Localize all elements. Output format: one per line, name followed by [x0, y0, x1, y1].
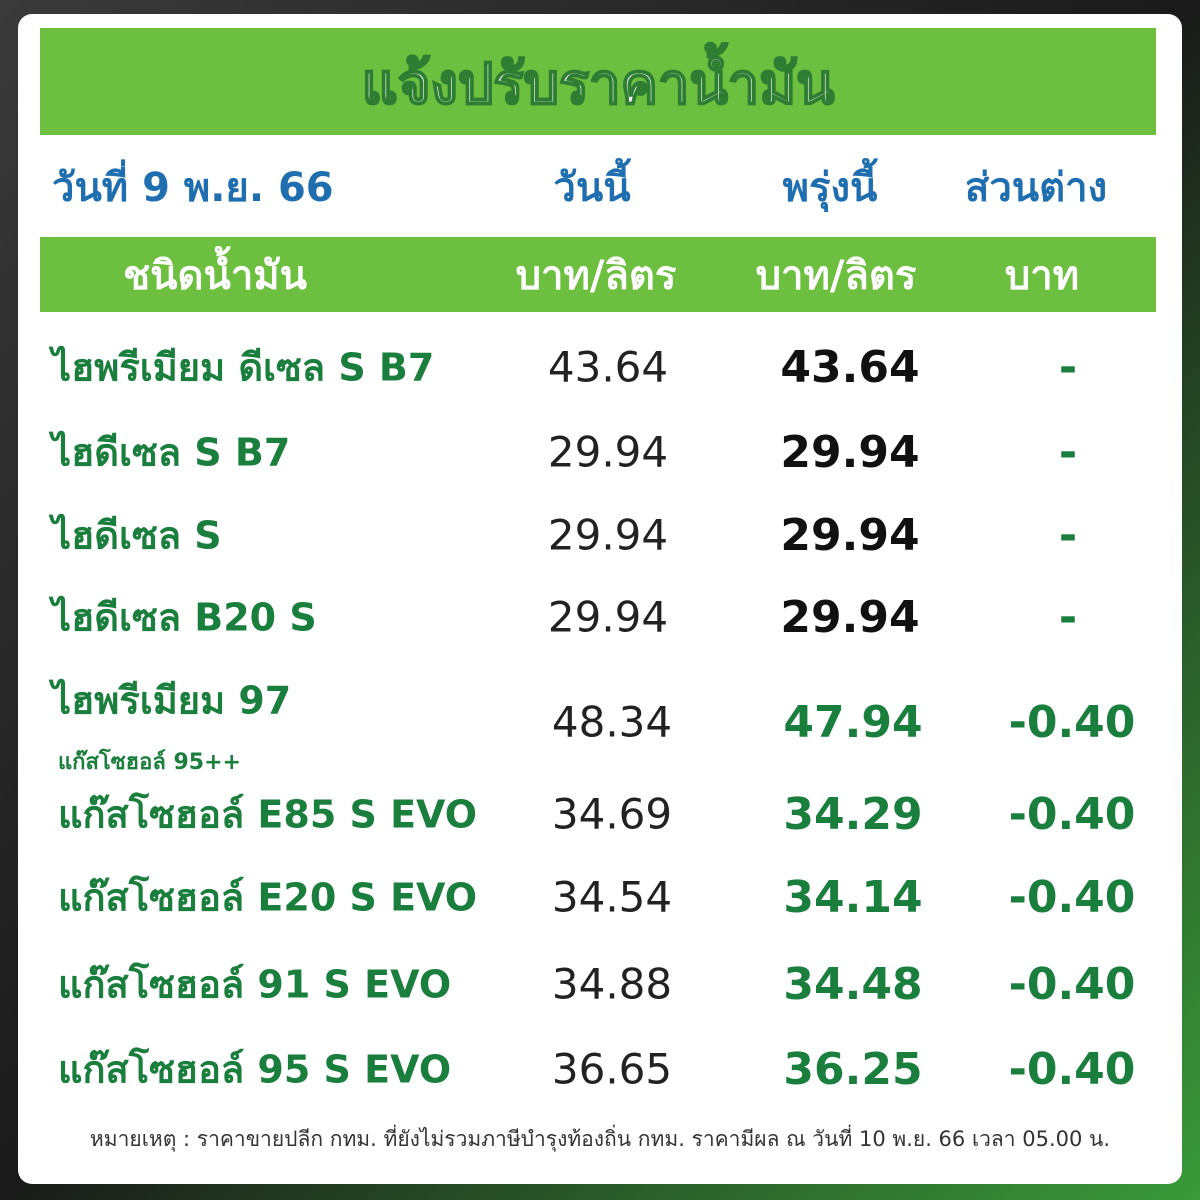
fuel-name: แก๊สโซฮอล์ 95 S EVO — [58, 1047, 451, 1092]
today-price: 48.34 — [552, 698, 672, 747]
difference: -0.40 — [1009, 697, 1136, 748]
tomorrow-price: 36.25 — [783, 1044, 922, 1095]
date: วันที่ 9 พ.ย. 66 — [52, 159, 334, 211]
today-price: 29.94 — [548, 428, 668, 477]
unit: ชนิดน้ำมัน — [123, 246, 307, 299]
note: หมายเหตุ : ราคาขายปลีก กทม. ที่ยังไม่รวม… — [90, 1124, 1110, 1152]
fuel-name: ไฮดีเซล S B7 — [48, 431, 290, 475]
today-price: 36.65 — [552, 1045, 672, 1094]
difference: -0.40 — [1009, 959, 1136, 1010]
unit: บาท/ลิตร — [756, 253, 917, 299]
title-bar — [40, 28, 1156, 135]
today-price: 29.94 — [548, 511, 668, 560]
fuel-name: ไฮพรีเมียม ดีเซล S B7 — [48, 346, 434, 390]
tomorrow-price: 34.29 — [783, 789, 922, 840]
col-head: ส่วนต่าง — [965, 165, 1107, 211]
tomorrow-price: 29.94 — [780, 427, 919, 478]
fuel-name: แก๊สโซฮอล์ E85 S EVO — [58, 792, 477, 837]
tomorrow-price: 34.14 — [783, 872, 922, 923]
unit: บาท — [1005, 253, 1079, 299]
unit: บาท/ลิตร — [516, 253, 677, 299]
today-price: 43.64 — [548, 343, 668, 392]
tomorrow-price: 34.48 — [783, 959, 922, 1010]
today-price: 29.94 — [548, 593, 668, 642]
difference: - — [1059, 427, 1077, 478]
difference: -0.40 — [1009, 872, 1136, 923]
today-price: 34.54 — [552, 873, 672, 922]
col-head: วันนี้ — [553, 158, 632, 211]
fuel-sub: แก๊สโซฮอล์ 95++ — [58, 748, 241, 775]
difference: -0.40 — [1009, 789, 1136, 840]
fuel-name: ไฮพรีเมียม 97 — [48, 679, 291, 723]
fuel-name: แก๊สโซฮอล์ E20 S EVO — [58, 875, 477, 920]
unit-bar — [40, 237, 1156, 312]
rows: ไฮพรีเมียม ดีเซล S B7 43.64 43.64 - ไฮดีเซล … — [48, 342, 1135, 1095]
difference: - — [1059, 510, 1077, 561]
difference: -0.40 — [1009, 1044, 1136, 1095]
fuel-name: ไฮดีเซล S — [48, 514, 222, 558]
title: แจ้งปรับราคาน้ำมัน — [362, 43, 835, 117]
fuel-name: ไฮดีเซล B20 S — [48, 596, 317, 640]
tomorrow-price: 47.94 — [783, 697, 922, 748]
difference: - — [1059, 342, 1077, 393]
today-price: 34.69 — [552, 790, 672, 839]
tomorrow-price: 43.64 — [780, 342, 919, 393]
today-price: 34.88 — [552, 960, 672, 1009]
fuel-name: แก๊สโซฮอล์ 91 S EVO — [58, 962, 451, 1007]
tomorrow-price: 29.94 — [780, 510, 919, 561]
tomorrow-price: 29.94 — [780, 592, 919, 643]
difference: - — [1059, 592, 1077, 643]
col-head: พรุ่งนี้ — [783, 158, 879, 213]
